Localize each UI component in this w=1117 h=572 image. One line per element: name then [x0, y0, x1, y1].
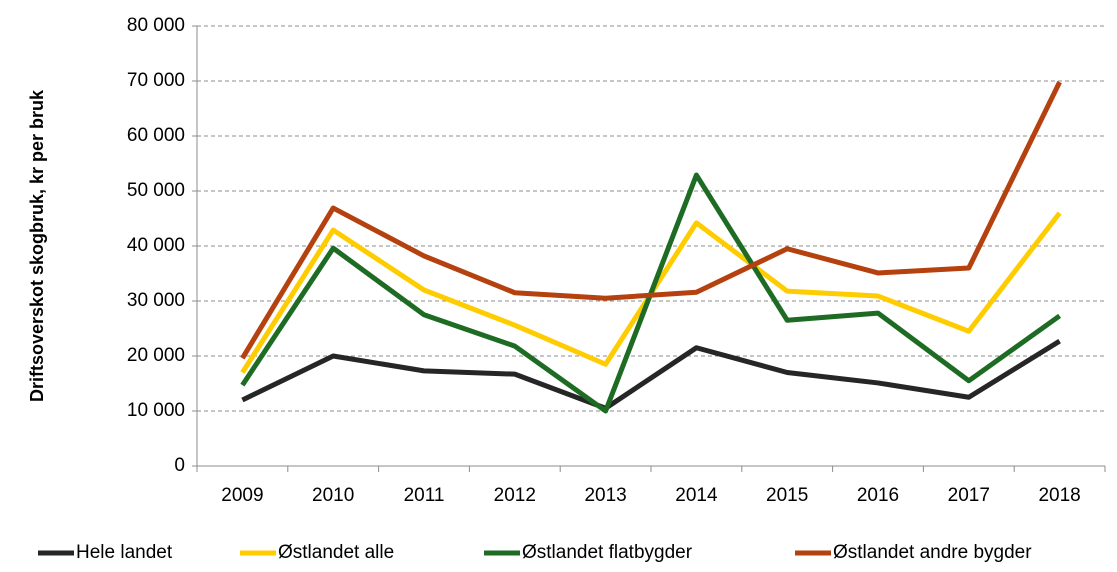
y-tick-label: 80 000	[127, 15, 185, 36]
y-tick-label: 60 000	[127, 125, 185, 146]
x-tick-label: 2013	[584, 485, 626, 506]
x-tick-label: 2010	[312, 485, 354, 506]
x-tick-label: 2011	[404, 485, 445, 506]
x-tick-label: 2018	[1038, 485, 1080, 506]
y-tick-label: 70 000	[127, 70, 185, 91]
legend-label: Østlandet alle	[278, 542, 394, 563]
y-axis-label: Driftsoverskot skogbruk, kr per bruk	[27, 89, 47, 402]
series-line	[241, 339, 1061, 411]
x-tick-label: 2009	[221, 485, 263, 506]
series-line	[240, 81, 1062, 360]
y-tick-label: 20 000	[127, 345, 185, 366]
legend-label: Østlandet flatbygder	[522, 542, 693, 563]
y-tick-label: 30 000	[127, 290, 185, 311]
y-tick-label: 10 000	[127, 400, 185, 421]
y-tick-label: 40 000	[127, 235, 185, 256]
legend-label: Hele landet	[76, 542, 173, 563]
y-tick-label: 50 000	[127, 180, 185, 201]
legend-label: Østlandet andre bygder	[833, 542, 1032, 563]
x-tick-label: 2012	[494, 485, 536, 506]
x-tick-label: 2017	[948, 485, 990, 506]
x-tick-label: 2014	[675, 485, 718, 506]
y-tick-label: 0	[174, 455, 185, 476]
x-tick-label: 2015	[766, 485, 808, 506]
x-tick-label: 2016	[857, 485, 899, 506]
